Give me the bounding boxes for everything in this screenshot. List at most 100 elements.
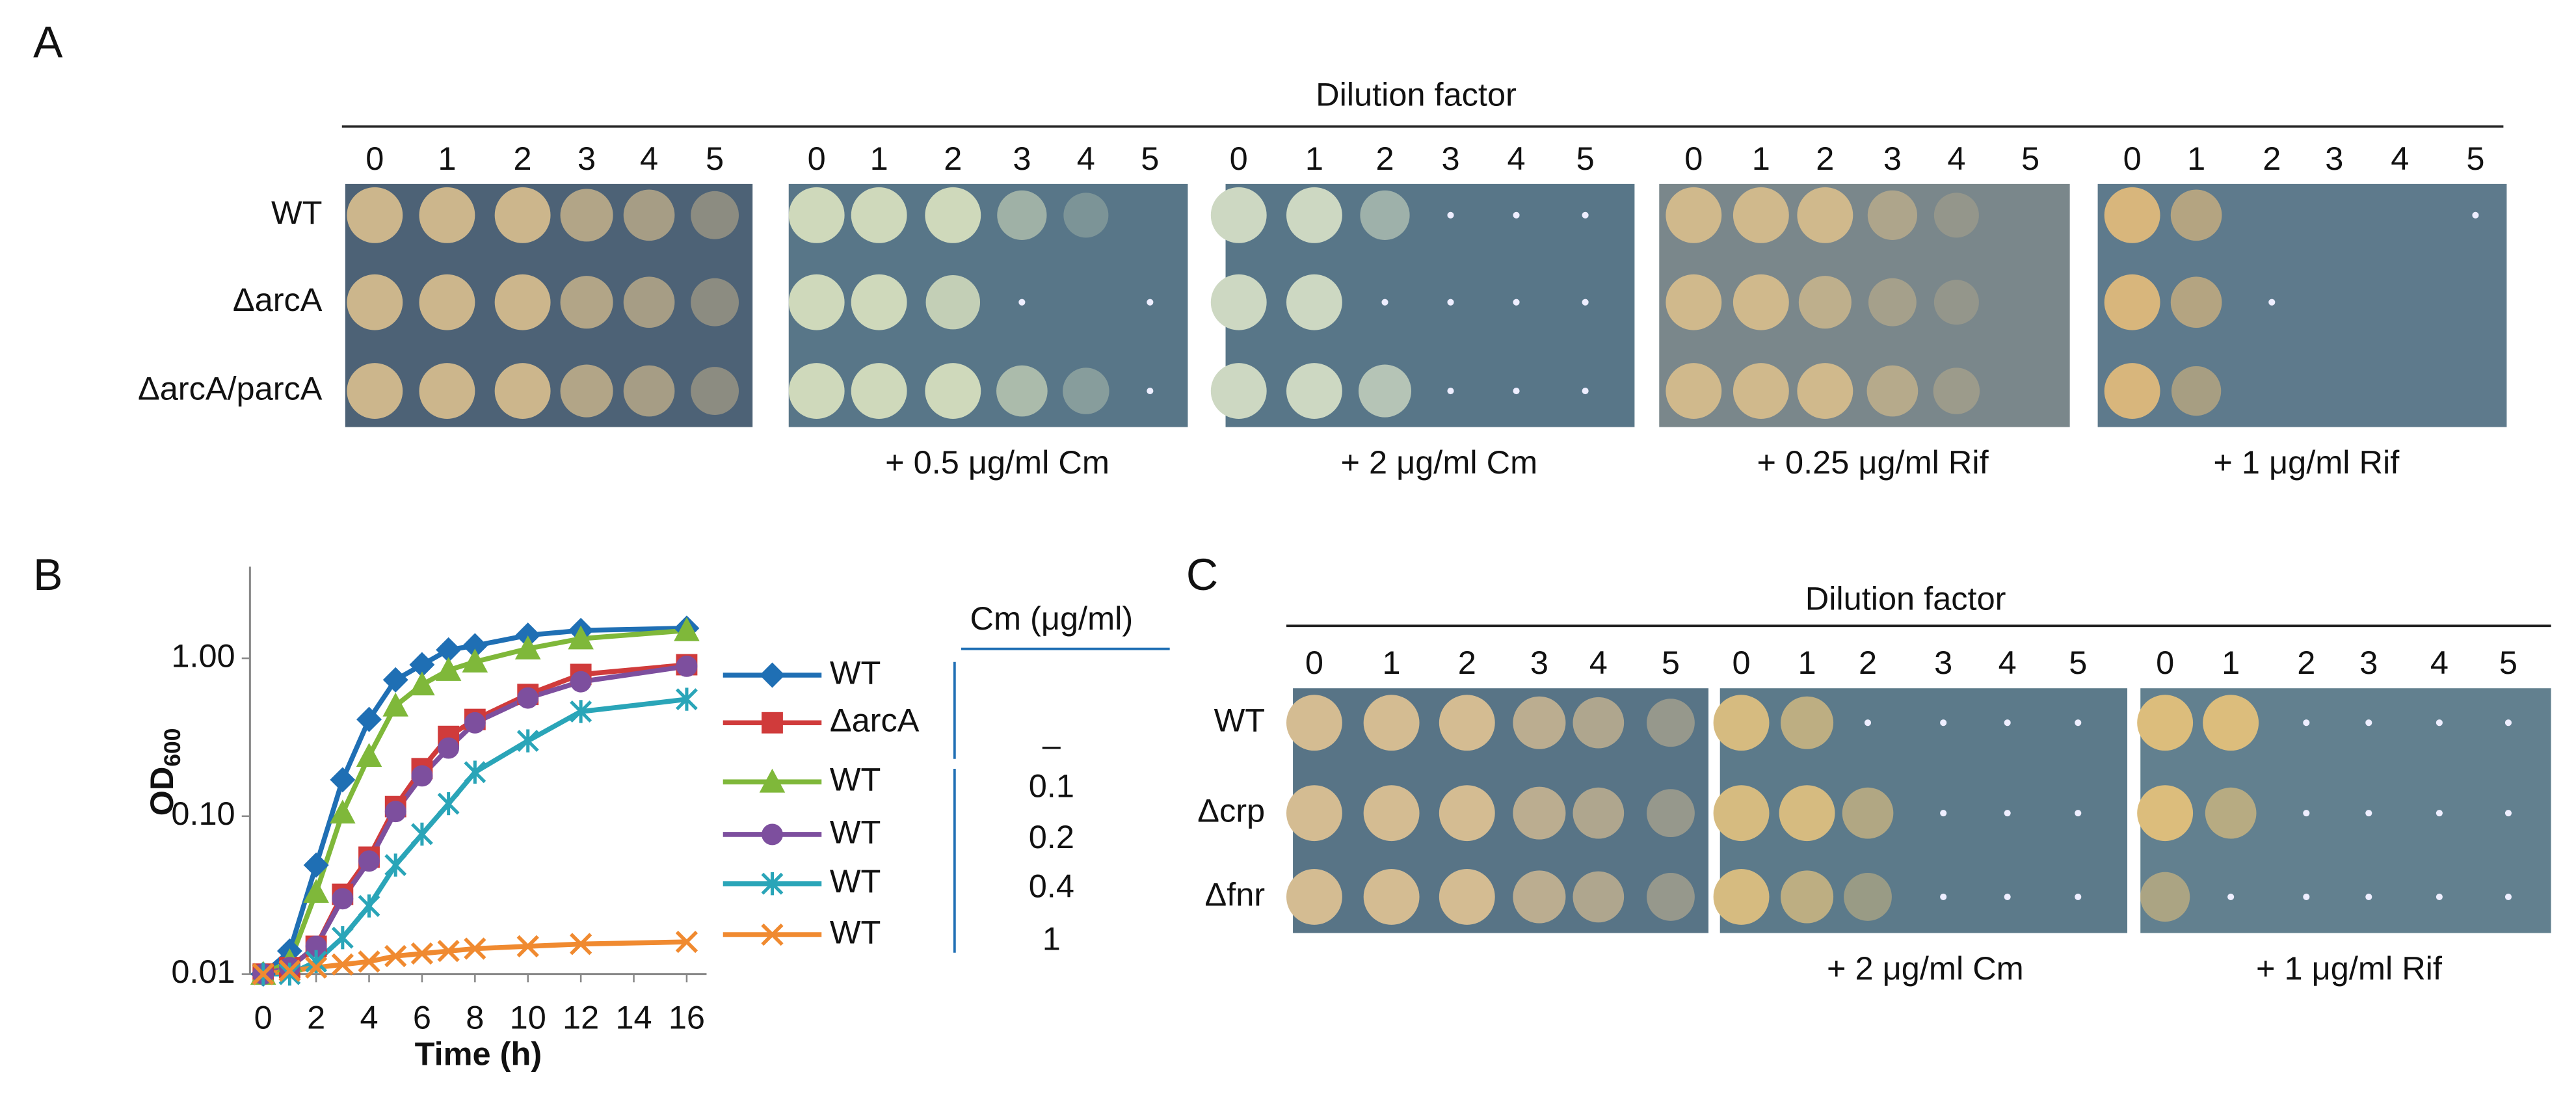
dilution-label: 2	[1859, 644, 1877, 681]
y-axis-label: OD600	[143, 728, 185, 816]
panel-label: C	[1186, 550, 1218, 600]
colony-spot	[347, 187, 403, 243]
x-tick-label: 10	[510, 999, 546, 1036]
data-point	[516, 935, 539, 958]
x-tick-label: 0	[254, 999, 272, 1036]
colony-spot	[1866, 365, 1919, 417]
dilution-label: 3	[1441, 140, 1459, 177]
colony-spot	[851, 187, 907, 243]
colony-spot	[1063, 193, 1109, 238]
dilution-label: 1	[1383, 644, 1401, 681]
colony-spot	[1867, 190, 1918, 240]
data-point	[675, 687, 698, 711]
colony-dot	[2303, 893, 2310, 900]
colony-spot	[2205, 787, 2257, 839]
plate-photo	[788, 183, 1188, 427]
legend-label: WT	[830, 862, 881, 900]
colony-spot	[925, 274, 981, 330]
colony-spot	[1363, 785, 1420, 842]
data-point	[675, 930, 698, 954]
colony-spot	[788, 363, 845, 420]
colony-dot	[2303, 719, 2310, 727]
data-point	[384, 801, 406, 823]
x-tick-label: 8	[466, 999, 484, 1036]
condition-label: + 0.25 μg/ml Rif	[1757, 444, 1989, 481]
dilution-label: 4	[1589, 644, 1608, 681]
x-axis-label: Time (h)	[415, 1035, 542, 1072]
colony-dot	[1447, 211, 1454, 219]
dilution-label: 1	[438, 140, 456, 177]
dilution-header: Dilution factor	[1316, 75, 1517, 113]
dilution-label: 5	[2466, 140, 2484, 177]
colony-dot	[2436, 719, 2443, 727]
dilution-label: 4	[2391, 140, 2409, 177]
data-point	[516, 729, 539, 753]
plate-photo	[2097, 183, 2507, 427]
colony-spot	[1286, 187, 1342, 243]
y-axis-label-main: OD	[143, 767, 180, 816]
colony-spot	[1844, 873, 1892, 921]
colony-dot	[1582, 388, 1589, 395]
colony-spot	[494, 274, 551, 330]
y-tick-label: 0.10	[171, 795, 235, 832]
dilution-label: 0	[365, 140, 384, 177]
colony-spot	[623, 365, 675, 417]
colony-spot	[851, 363, 907, 420]
colony-spot	[2170, 276, 2222, 328]
colony-spot	[2170, 189, 2222, 241]
colony-dot	[1513, 211, 1520, 219]
colony-spot	[691, 191, 739, 239]
legend-marker	[762, 823, 783, 846]
colony-spot	[1360, 190, 1410, 240]
data-point	[384, 944, 407, 968]
legend-label: WT	[830, 813, 881, 850]
colony-spot	[347, 363, 403, 420]
colony-spot	[997, 190, 1047, 240]
colony-spot	[788, 274, 845, 330]
colony-dot	[2227, 893, 2235, 900]
colony-dot	[2504, 810, 2512, 817]
data-point	[410, 942, 434, 965]
colony-spot	[1647, 789, 1695, 838]
dilution-label: 2	[944, 140, 962, 177]
colony-dot	[1582, 299, 1589, 306]
colony-dot	[2075, 719, 2082, 727]
colony-spot	[1868, 278, 1917, 327]
data-point	[409, 671, 435, 696]
colony-dot	[1940, 719, 1947, 727]
colony-spot	[1647, 873, 1695, 921]
legend-marker	[760, 662, 785, 688]
dilution-label: 1	[1752, 140, 1770, 177]
legend-marker	[761, 872, 784, 896]
colony-spot	[1513, 870, 1566, 924]
dilution-label: 0	[1684, 140, 1703, 177]
colony-spot	[2104, 274, 2160, 330]
data-point	[435, 657, 462, 681]
colony-spot	[560, 189, 613, 242]
colony-spot	[560, 364, 613, 418]
colony-spot	[1647, 699, 1695, 747]
legend-group-label: –	[1042, 726, 1061, 763]
colony-spot	[347, 274, 403, 330]
x-tick-label: 14	[615, 999, 652, 1036]
colony-spot	[1733, 274, 1789, 330]
colony-dot	[2268, 299, 2276, 306]
condition-label: + 0.5 μg/ml Cm	[885, 444, 1109, 481]
data-point	[332, 888, 354, 910]
data-point	[411, 765, 433, 787]
condition-label: + 2 μg/ml Cm	[1340, 444, 1537, 481]
data-point	[358, 950, 380, 973]
colony-spot	[1713, 695, 1770, 751]
data-point	[676, 655, 698, 677]
legend-marker	[761, 923, 784, 946]
colony-spot	[1797, 187, 1853, 243]
data-point	[331, 953, 354, 976]
colony-spot	[1513, 786, 1566, 840]
data-point	[464, 712, 486, 734]
colony-spot	[494, 187, 551, 243]
dilution-label: 5	[2069, 644, 2087, 681]
colony-dot	[2365, 810, 2372, 817]
colony-spot	[996, 365, 1048, 417]
data-point	[358, 894, 380, 918]
